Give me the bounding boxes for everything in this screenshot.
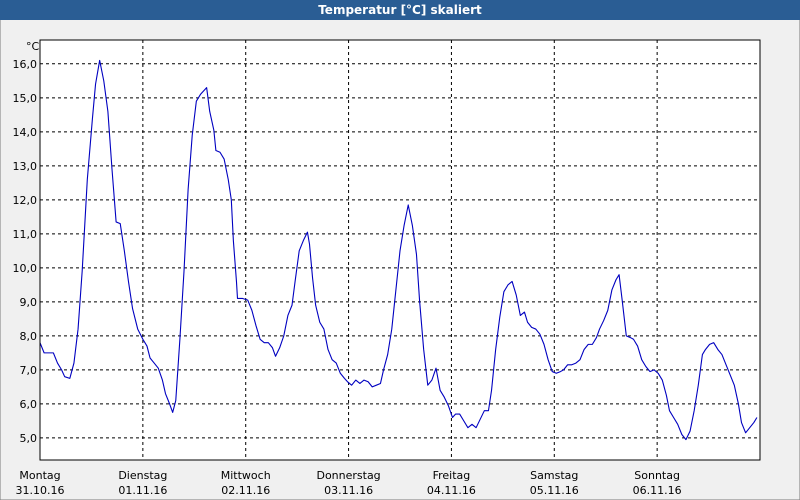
y-tick-label: 15,0 [13,92,38,105]
y-tick-label: 5,0 [20,432,38,445]
y-tick-label: 7,0 [20,364,38,377]
chart-title: Temperatur [°C] skaliert [318,3,482,17]
x-tick-label: Montag [19,469,60,482]
y-tick-label: 13,0 [13,160,38,173]
x-tick-label: Samstag [530,469,578,482]
x-tick-date: 04.11.16 [427,484,476,497]
y-unit: °C [26,40,40,53]
y-tick-label: 9,0 [20,296,38,309]
x-tick-label: Freitag [433,469,471,482]
y-tick-label: 10,0 [13,262,38,275]
y-tick-label: 8,0 [20,330,38,343]
y-tick-label: 16,0 [13,58,38,71]
y-tick-label: 11,0 [13,228,38,241]
plot-border [39,39,761,461]
y-tick-label: 6,0 [20,398,38,411]
title-bar [0,0,800,20]
x-tick-date: 31.10.16 [16,484,65,497]
x-tick-label: Sonntag [634,469,680,482]
x-tick-label: Donnerstag [316,469,380,482]
x-tick-date: 01.11.16 [118,484,167,497]
temperature-line [39,59,758,441]
x-tick-date: 03.11.16 [324,484,373,497]
x-tick-label: Dienstag [118,469,167,482]
x-tick-label: Mittwoch [221,469,271,482]
y-tick-label: 14,0 [13,126,38,139]
x-tick-date: 06.11.16 [633,484,682,497]
x-tick-date: 05.11.16 [530,484,579,497]
y-tick-label: 12,0 [13,194,38,207]
x-tick-date: 02.11.16 [221,484,270,497]
